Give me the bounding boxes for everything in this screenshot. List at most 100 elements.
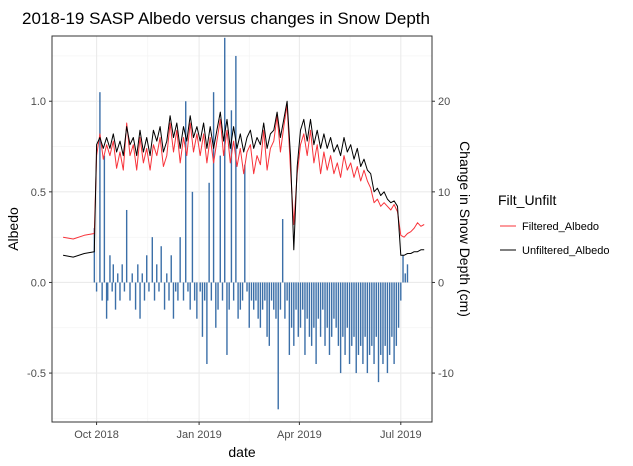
snow-depth-bar [187, 282, 189, 292]
snow-depth-bar [253, 282, 255, 310]
snow-depth-bar [270, 282, 273, 301]
snow-depth-bar [226, 282, 228, 355]
snow-depth-bar [212, 92, 215, 283]
x-tick-label: Oct 2018 [74, 429, 119, 441]
snow-depth-bar [339, 282, 342, 374]
x-tick-label: Jul 2019 [380, 429, 422, 441]
snow-depth-bar [168, 282, 170, 301]
snow-depth-bar [355, 282, 357, 374]
snow-depth-bar [348, 282, 351, 365]
snow-depth-bar [156, 264, 158, 283]
snow-depth-bar [281, 219, 284, 283]
y2-tick-label: 20 [438, 96, 450, 108]
snow-depth-bar [315, 282, 317, 365]
snow-depth-bar [250, 282, 253, 301]
snow-depth-bar [295, 282, 297, 310]
snow-depth-bar [400, 282, 402, 301]
y-tick-label: 0.5 [31, 187, 46, 199]
snow-depth-bar [397, 282, 400, 328]
snow-depth-bar [375, 282, 377, 337]
x-axis-title: date [228, 444, 255, 460]
snow-depth-bar [193, 282, 196, 301]
y-tick-label: -0.5 [27, 368, 46, 380]
snow-depth-bars [93, 37, 409, 410]
y2-tick-label: 10 [438, 187, 450, 199]
snow-depth-bar [324, 282, 326, 346]
snow-depth-bar [364, 282, 366, 337]
legend-label-unfiltered-albedo: Unfiltered_Albedo [522, 245, 609, 257]
snow-depth-bar [384, 282, 386, 346]
snow-depth-bar [196, 282, 198, 319]
plot-border [51, 35, 433, 423]
snow-depth-bar [117, 273, 119, 283]
snow-depth-bar [210, 282, 213, 301]
snow-depth-bar [107, 282, 109, 301]
snow-depth-bar [123, 282, 126, 292]
plot-panel [51, 35, 433, 423]
snow-depth-bar [359, 282, 362, 346]
snow-depth-bar [137, 264, 139, 283]
snow-depth-bar [219, 155, 221, 283]
snow-depth-bar [351, 282, 353, 346]
y2-tick-label: -10 [438, 368, 454, 380]
snow-depth-bar [235, 55, 237, 283]
snow-depth-bar [129, 282, 131, 301]
snow-depth-bar [248, 282, 250, 328]
snow-depth-bar [342, 282, 344, 337]
snow-depth-bar [402, 255, 404, 283]
snow-depth-bar [170, 255, 172, 283]
snow-depth-bar [368, 282, 371, 355]
snow-depth-bar [319, 282, 322, 337]
snow-depth-bar [331, 282, 333, 337]
snow-depth-bar [257, 282, 259, 319]
snow-depth-bar [246, 282, 248, 292]
snow-depth-bar [366, 282, 369, 374]
snow-depth-bar [232, 282, 235, 301]
snow-depth-bar [151, 237, 153, 283]
snow-depth-bar [230, 110, 233, 283]
snow-depth-bar [179, 237, 181, 283]
snow-depth-bar [141, 273, 143, 283]
snow-depth-bar [201, 282, 204, 337]
snow-depth-bar [105, 282, 108, 319]
snow-depth-bar [241, 282, 244, 301]
snow-depth-bar [264, 282, 266, 301]
snow-depth-bar [346, 282, 349, 328]
snow-depth-bar [109, 255, 111, 283]
x-tick-label: Jan 2019 [176, 429, 221, 441]
snow-depth-bar [174, 282, 177, 292]
snow-depth-bar [185, 101, 187, 283]
snow-depth-bar [377, 282, 380, 383]
snow-depth-bar [119, 282, 121, 301]
snow-depth-bar [182, 282, 185, 301]
snow-depth-bar [114, 282, 117, 310]
snow-depth-bar [273, 282, 275, 310]
y2-axis-title: Change in Snow Depth (cm) [457, 141, 473, 317]
y-axis-ticks: -0.5 0.0 0.5 1.0 [27, 96, 52, 380]
snow-depth-bar [337, 282, 340, 346]
grid [52, 36, 432, 422]
snow-depth-bar [259, 282, 262, 328]
snow-depth-bar [328, 282, 331, 355]
snow-depth-bar [121, 264, 123, 283]
snow-depth-bar [293, 282, 295, 346]
snow-depth-bar [143, 282, 146, 301]
snow-depth-bar [391, 282, 393, 337]
snow-depth-bar [158, 282, 160, 292]
snow-depth-bar [406, 264, 409, 283]
x-tick-label: Apr 2019 [277, 429, 322, 441]
series-line-filtered-albedo [63, 104, 425, 240]
snow-depth-bar [268, 282, 271, 346]
snow-depth-bar [177, 282, 179, 301]
snow-depth-bar [335, 282, 337, 328]
snow-depth-bar [353, 282, 355, 337]
snow-depth-bar [275, 282, 277, 319]
snow-depth-bar [208, 182, 210, 283]
snow-depth-bar [101, 282, 103, 301]
snow-depth-bar [299, 282, 302, 328]
y-tick-label: 0.0 [31, 277, 46, 289]
snow-depth-bar [206, 282, 208, 365]
snow-depth-bar [317, 282, 320, 319]
snow-depth-bar [189, 282, 191, 310]
snow-depth-bar [279, 282, 282, 310]
